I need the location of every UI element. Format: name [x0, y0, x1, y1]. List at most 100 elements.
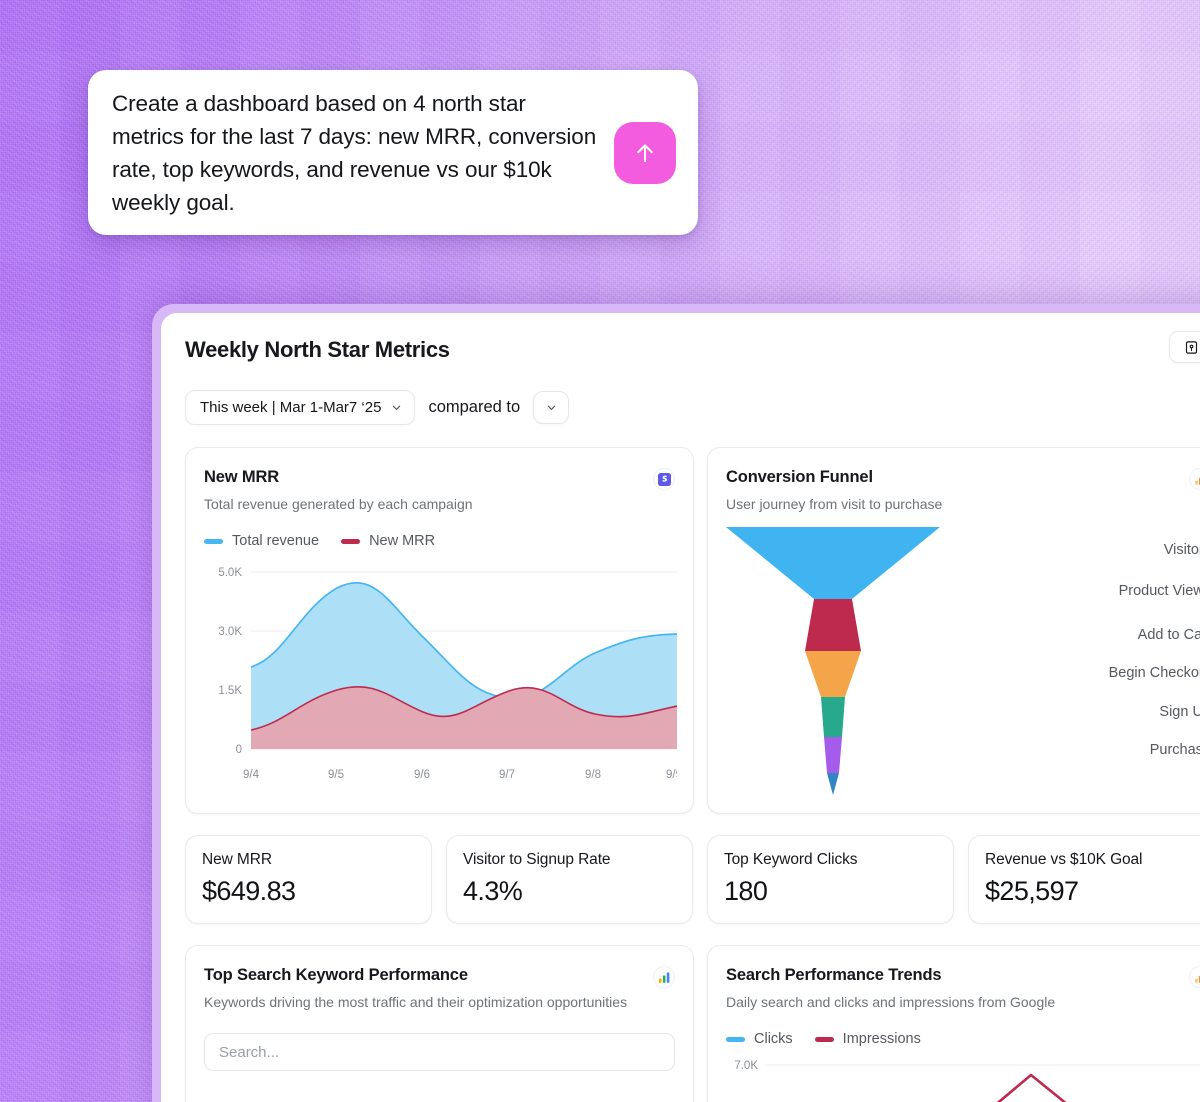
funnel-chart-wrap: Visitors Product Views Add to Cart Begin… [726, 524, 1200, 796]
card-title: Top Search Keyword Performance [204, 966, 468, 984]
kpi-card-new-mrr: New MRR $649.83 [185, 835, 432, 924]
y-tick-1-5k: 1.5K [218, 685, 242, 697]
x-tick-1: 9/5 [328, 769, 344, 781]
date-range-value: This week | Mar 1-Mar7 ‘25 [200, 399, 382, 416]
legend-item-total-revenue: Total revenue [204, 533, 319, 549]
amplitude-icon [1189, 468, 1200, 490]
funnel-label-product-views: Product Views [1118, 583, 1200, 599]
card-subtitle: Daily search and clicks and impressions … [726, 994, 1056, 1010]
funnel-segment-purchase [827, 773, 839, 795]
card-title: Conversion Funnel [726, 468, 873, 486]
x-tick-4: 9/8 [585, 769, 601, 781]
card-title: New MRR [204, 468, 280, 486]
series-new-mrr-line [250, 685, 678, 731]
dashboard-panel: Weekly North Star Metrics Share This wee… [161, 313, 1200, 1102]
ga-bar-chart-glyph-icon [658, 971, 669, 983]
kpi-value: $25,597 [985, 876, 1079, 906]
kpi-value: 180 [724, 876, 768, 906]
card-new-mrr-chart: New MRR Total revenue generated by each … [185, 447, 694, 814]
legend-item-new-mrr: New MRR [341, 533, 435, 549]
funnel-label-purchase: Purchase [1149, 742, 1200, 758]
funnel-segment-product-views [805, 599, 861, 651]
funnel-segment-begin-checkout [821, 697, 845, 737]
chevron-down-icon [547, 405, 555, 410]
chevron-down-icon [393, 405, 401, 410]
card-header: Top Search Keyword Performance Keywords … [204, 966, 675, 1012]
legend-item-clicks: Clicks [726, 1031, 793, 1047]
legend-swatch-crimson [814, 1036, 834, 1042]
card-title: Search Performance Trends [726, 966, 942, 984]
legend-label: Total revenue [232, 533, 320, 549]
charts-row: New MRR Total revenue generated by each … [185, 447, 1200, 814]
share-button[interactable]: Share [1169, 331, 1200, 363]
prompt-card: Create a dashboard based on 4 north star… [88, 70, 698, 235]
google-analytics-icon [653, 966, 675, 988]
kpi-label: Top Keyword Clicks [724, 851, 858, 868]
funnel-segment-sign-up [824, 737, 842, 773]
date-range-picker[interactable]: This week | Mar 1-Mar7 ‘25 [185, 390, 416, 425]
conversion-funnel-chart [726, 527, 940, 795]
card-subtitle: Total revenue generated by each campaign [204, 496, 473, 512]
series-total-revenue-line [250, 581, 678, 699]
y-tick-5k: 5.0K [218, 567, 242, 579]
card-search-performance-trends: Search Performance Trends Daily search a… [707, 945, 1200, 1102]
funnel-label-sign-up: Sign Up [1159, 704, 1200, 720]
search-performance-trends-chart: 7.0K [734, 1060, 1200, 1102]
x-tick-2: 9/6 [414, 769, 430, 781]
kpi-card-revenue-vs-goal: Revenue vs $10K Goal $25,597 [968, 835, 1200, 924]
dashboard-header: Weekly North Star Metrics Share [185, 331, 1200, 363]
legend-swatch-crimson [341, 538, 361, 544]
card-header: Search Performance Trends Daily search a… [726, 966, 1200, 1012]
legend-swatch-blue [204, 538, 223, 544]
kpi-label: Visitor to Signup Rate [463, 851, 611, 868]
kpi-card-visitor-to-signup-rate: Visitor to Signup Rate 4.3% [446, 835, 693, 924]
card-top-search-keyword-performance: Top Search Keyword Performance Keywords … [185, 945, 694, 1102]
funnel-label-add-to-cart: Add to Cart [1137, 627, 1200, 643]
y-tick-7k: 7.0K [734, 1060, 758, 1072]
bar-chart-glyph-icon [1194, 477, 1200, 485]
send-button[interactable] [614, 121, 676, 184]
funnel-label-begin-checkout: Begin Checkout [1108, 665, 1200, 681]
funnel-labels: Visitors Product Views Add to Cart Begin… [1043, 542, 1200, 758]
bar-chart-glyph-icon [1194, 975, 1200, 983]
stripe-icon [653, 468, 675, 490]
amplitude-icon [1189, 966, 1200, 988]
stripe-glyph-icon [657, 472, 671, 486]
share-icon [1186, 340, 1198, 354]
prompt-text: Create a dashboard based on 4 north star… [112, 90, 597, 215]
kpi-value: 4.3% [463, 876, 523, 906]
card-conversion-funnel: Conversion Funnel User journey from visi… [707, 447, 1200, 814]
bottom-row: Top Search Keyword Performance Keywords … [185, 945, 1200, 1102]
compare-to-label: compared to [428, 398, 521, 416]
chart-legend: Clicks Impressions [726, 1031, 1200, 1047]
legend-label: New MRR [369, 533, 436, 549]
chart-legend: Total revenue New MRR [204, 533, 675, 549]
funnel-segment-visitors [726, 527, 940, 599]
kpi-value: $649.83 [202, 876, 296, 906]
series-impressions-line [996, 1073, 1067, 1102]
y-tick-3k: 3.0K [218, 626, 242, 638]
compare-to-select[interactable] [533, 391, 570, 424]
keyword-search-input[interactable] [204, 1033, 675, 1071]
funnel-segment-add-to-cart [805, 651, 861, 697]
x-tick-5: 9/9 [666, 769, 677, 781]
kpi-row: New MRR $649.83 Visitor to Signup Rate 4… [185, 835, 1200, 924]
arrow-up-icon [637, 143, 653, 162]
kpi-card-top-keyword-clicks: Top Keyword Clicks 180 [707, 835, 954, 924]
new-mrr-area-chart: 5.0K 3.0K 1.5K 0 9/4 9/5 9/6 9/7 9/8 [218, 567, 682, 781]
y-tick-0: 0 [236, 744, 242, 756]
x-tick-3: 9/7 [499, 769, 515, 781]
kpi-label: Revenue vs $10K Goal [985, 851, 1143, 868]
filter-row: This week | Mar 1-Mar7 ‘25 compared to [185, 390, 1200, 425]
card-subtitle: User journey from visit to purchase [726, 496, 943, 512]
page-title: Weekly North Star Metrics [185, 337, 450, 362]
legend-label: Clicks [754, 1031, 793, 1047]
series-new-mrr-area [251, 686, 677, 749]
card-header: New MRR Total revenue generated by each … [204, 468, 675, 514]
funnel-label-visitors: Visitors [1163, 542, 1200, 558]
kpi-label: New MRR [202, 851, 272, 868]
legend-swatch-blue [726, 1036, 745, 1042]
dashboard-window: Weekly North Star Metrics Share This wee… [152, 304, 1200, 1102]
x-tick-0: 9/4 [243, 769, 260, 781]
legend-item-impressions: Impressions [814, 1031, 921, 1047]
